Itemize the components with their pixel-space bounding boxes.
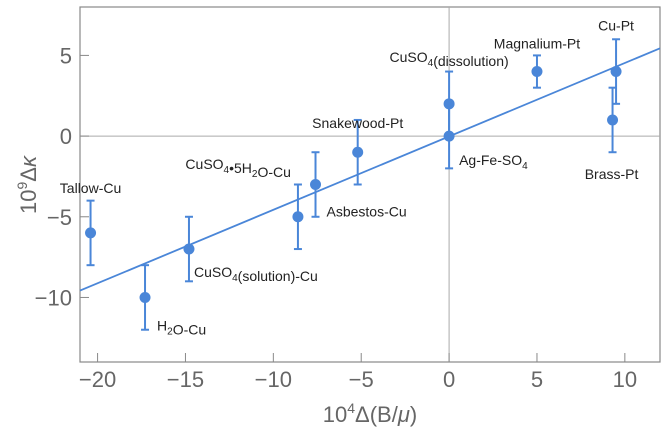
point-label: H2O-Cu [157, 317, 206, 337]
y-axis-label: 109Δκ [14, 155, 41, 214]
plot-frame [79, 6, 661, 363]
data-point [610, 66, 622, 78]
data-point [139, 291, 151, 303]
data-point [607, 114, 619, 126]
point-label: Cu-Pt [598, 18, 634, 34]
y-axis-ticks: −10 −5 0 5 [35, 43, 89, 310]
y-tick-label: 0 [60, 124, 72, 149]
x-tick-label: −20 [79, 367, 116, 392]
x-tick-label: 5 [531, 367, 543, 392]
point-label: Brass-Pt [585, 166, 639, 182]
data-point [85, 227, 97, 239]
error-bars [86, 38, 621, 331]
point-label: CuSO4(dissolution) [390, 49, 509, 69]
y-tick-label: 5 [60, 43, 72, 68]
point-label: Asbestos-Cu [327, 204, 407, 220]
x-tick-label: −15 [167, 367, 204, 392]
point-label: Snakewood-Pt [312, 115, 403, 131]
x-tick-label: −10 [255, 367, 292, 392]
x-tick-label: 0 [443, 367, 455, 392]
data-point [443, 98, 455, 110]
data-point [352, 146, 364, 158]
point-label: Tallow-Cu [60, 180, 121, 196]
x-tick-label: −5 [349, 367, 374, 392]
point-label: CuSO4•5H2O-Cu [185, 156, 291, 180]
y-tick-label: −5 [47, 205, 72, 230]
y-tick-label: −10 [35, 285, 72, 310]
data-point [183, 243, 195, 255]
x-tick-label: 10 [613, 367, 637, 392]
point-labels: Tallow-Cu H2O-Cu CuSO4(solution)-Cu CuSO4•5… [60, 18, 639, 338]
point-label: Ag-Fe-SO4 [459, 152, 528, 172]
point-label: CuSO4(solution)-Cu [194, 264, 318, 284]
data-point [443, 130, 455, 142]
linear-fit-line [79, 47, 661, 292]
point-label: Magnalium-Pt [494, 36, 580, 52]
x-axis-ticks: −20 −15 −10 −5 0 5 10 [79, 353, 637, 392]
data-point [531, 66, 543, 78]
data-point [310, 179, 322, 190]
data-point [292, 211, 304, 223]
data-points [85, 66, 622, 303]
x-axis-label: 104Δ(B/μ) [323, 400, 417, 427]
